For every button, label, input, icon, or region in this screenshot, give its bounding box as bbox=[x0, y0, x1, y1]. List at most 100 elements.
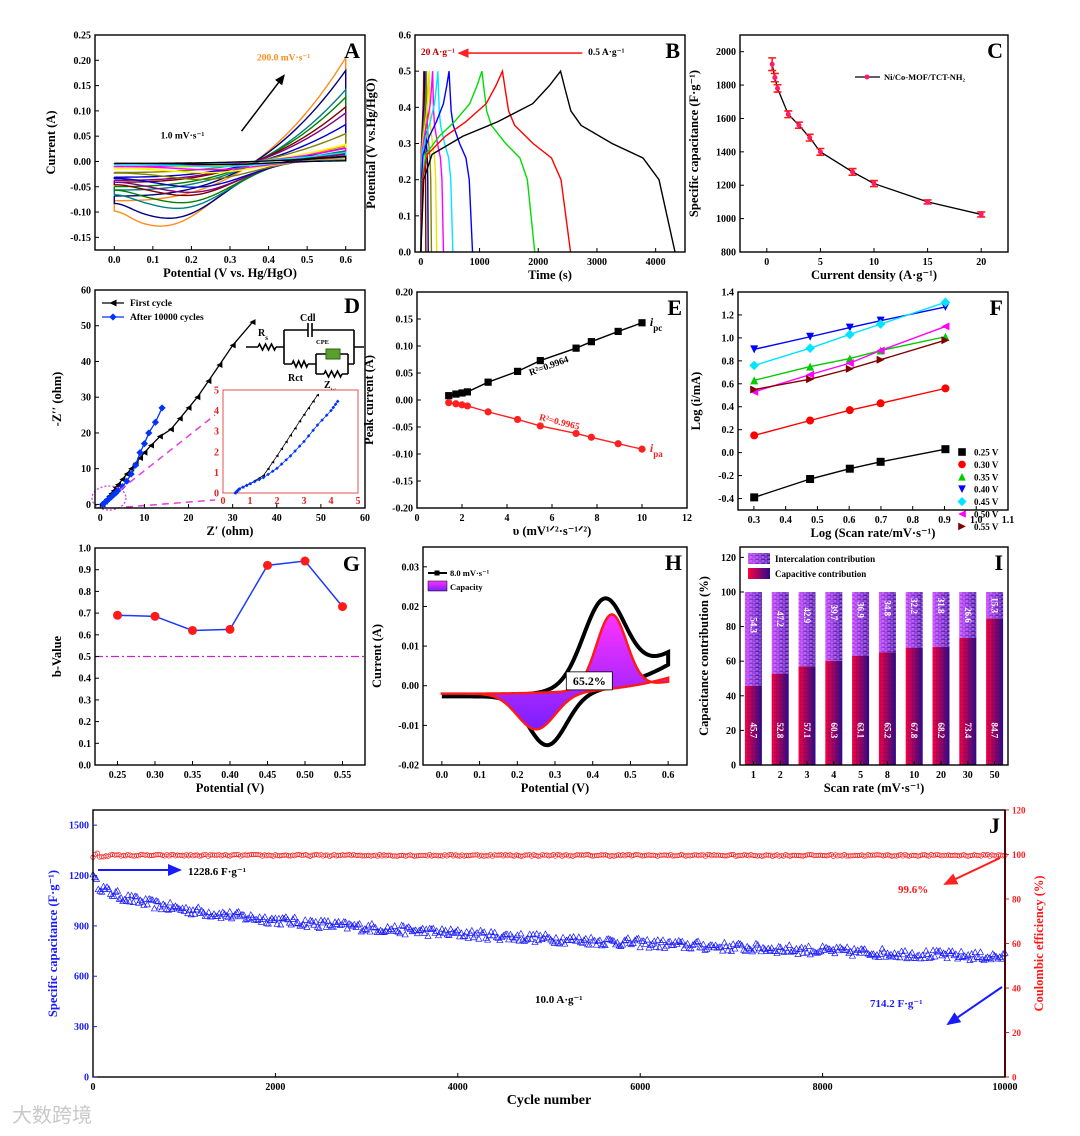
capacitance-point bbox=[503, 930, 511, 937]
data-point bbox=[925, 199, 931, 205]
capacitance-point bbox=[745, 944, 753, 952]
y-tick-label: 0.25 bbox=[74, 31, 92, 42]
capacitance-point bbox=[131, 892, 139, 900]
capacitance-point bbox=[340, 917, 348, 925]
x-tick-label: 0.6 bbox=[339, 255, 352, 266]
data-point bbox=[806, 332, 815, 341]
data-point bbox=[445, 399, 453, 407]
data-point bbox=[850, 169, 856, 175]
y-tick-label: 0.0 bbox=[722, 448, 735, 459]
capacitance-point bbox=[124, 891, 132, 898]
capacitance-point bbox=[819, 942, 827, 949]
capacitance-point bbox=[687, 944, 695, 952]
capacitance-point bbox=[341, 918, 350, 925]
capacitance-point bbox=[105, 885, 113, 892]
capacitance-point bbox=[224, 913, 232, 920]
legend-label: After 10000 cycles bbox=[130, 313, 204, 323]
bar-value-label: 34.8 bbox=[882, 600, 892, 616]
y-tick-label: 0.1 bbox=[79, 739, 92, 750]
percent-box bbox=[565, 671, 613, 691]
x-tick-label: 1 bbox=[751, 770, 756, 781]
y-tick-label: 1600 bbox=[716, 114, 736, 125]
capacitance-point bbox=[180, 907, 188, 914]
capacitance-point bbox=[431, 929, 439, 936]
x-tick-label: 0.2 bbox=[185, 255, 198, 266]
capacitance-point bbox=[950, 951, 958, 959]
y-tick-label: 0.20 bbox=[74, 56, 92, 67]
capacitance-point bbox=[636, 943, 644, 951]
capacitance-point bbox=[555, 939, 564, 947]
capacitance-point bbox=[785, 941, 793, 948]
capacitance-point bbox=[240, 911, 248, 918]
capacitance-point bbox=[822, 943, 830, 951]
warburg-element bbox=[325, 348, 341, 360]
capacitance-point bbox=[797, 943, 806, 951]
panel-letter: E bbox=[667, 295, 682, 320]
capacitance-point bbox=[226, 907, 234, 915]
x-tick-label: 0 bbox=[764, 257, 769, 268]
y-tick-label: 10 bbox=[81, 464, 91, 475]
capacitance-point bbox=[154, 897, 162, 905]
data-point bbox=[484, 408, 492, 416]
capacitance-point bbox=[385, 926, 393, 934]
legend-marker bbox=[958, 448, 966, 456]
data-point bbox=[275, 466, 279, 471]
capacitance-point bbox=[794, 950, 802, 957]
capacitance-point bbox=[171, 902, 180, 909]
data-point bbox=[145, 429, 153, 437]
data-point bbox=[572, 344, 580, 352]
capacitance-point bbox=[759, 943, 767, 951]
x-tick-label: 0 bbox=[91, 1082, 96, 1093]
legend-label: 0.55 V bbox=[974, 522, 999, 532]
bar-value-label: 36.9 bbox=[856, 602, 866, 618]
y-axis-label: Specific capacitance (F·g⁻¹) bbox=[46, 870, 60, 1017]
capacitance-point bbox=[776, 943, 785, 951]
inset-x-tick: 3 bbox=[302, 496, 307, 507]
panel-letter: D bbox=[344, 293, 360, 318]
capacitance-point bbox=[933, 946, 941, 954]
y-tick-label: -0.05 bbox=[70, 182, 91, 193]
x-tick-label: 0.5 bbox=[301, 255, 314, 266]
data-point bbox=[270, 469, 275, 474]
capacitance-point bbox=[173, 903, 181, 911]
legend-marker bbox=[958, 522, 966, 531]
capacitance-point bbox=[238, 910, 246, 918]
data-point bbox=[293, 426, 297, 430]
x-tick-label: 0.3 bbox=[224, 255, 237, 266]
capacitance-point bbox=[429, 924, 437, 932]
capacitance-point bbox=[205, 908, 213, 915]
inset-y-tick: 0 bbox=[214, 489, 219, 500]
capacitance-point bbox=[280, 914, 288, 922]
capacitance-point bbox=[580, 936, 588, 943]
x-tick-label: 2000 bbox=[265, 1082, 285, 1093]
y-tick-label: 120 bbox=[721, 553, 736, 564]
x-tick-label: 0.40 bbox=[221, 770, 239, 781]
capacitance-point bbox=[683, 939, 692, 947]
y2-tick-label: 60 bbox=[1012, 939, 1022, 949]
panel-letter: A bbox=[344, 38, 360, 63]
y-tick-label: 0.8 bbox=[722, 356, 735, 367]
legend-label: 0.25 V bbox=[974, 448, 999, 458]
r-squared-label: R²=0.9964 bbox=[528, 355, 570, 379]
data-point bbox=[233, 491, 237, 495]
capacitance-point bbox=[403, 923, 411, 931]
data-point bbox=[806, 375, 815, 384]
data-point bbox=[150, 611, 160, 621]
capacitance-point bbox=[929, 946, 937, 954]
capacitance-point bbox=[243, 915, 251, 922]
data-point bbox=[140, 440, 149, 448]
capacitance-point bbox=[491, 928, 499, 936]
gcd-curve bbox=[420, 71, 454, 253]
capacitance-point bbox=[773, 949, 781, 956]
data-point bbox=[845, 464, 854, 473]
capacitance-point bbox=[363, 925, 371, 933]
zoom-region bbox=[91, 485, 127, 511]
capacitance-point bbox=[587, 933, 595, 941]
x-tick-label: 0.0 bbox=[436, 770, 449, 781]
y-tick-label: 0.4 bbox=[399, 103, 412, 114]
bar-capacitive-pattern bbox=[744, 685, 762, 765]
x-tick-label: 30 bbox=[228, 513, 238, 524]
data-point bbox=[257, 477, 261, 482]
capacitance-point bbox=[976, 948, 985, 955]
